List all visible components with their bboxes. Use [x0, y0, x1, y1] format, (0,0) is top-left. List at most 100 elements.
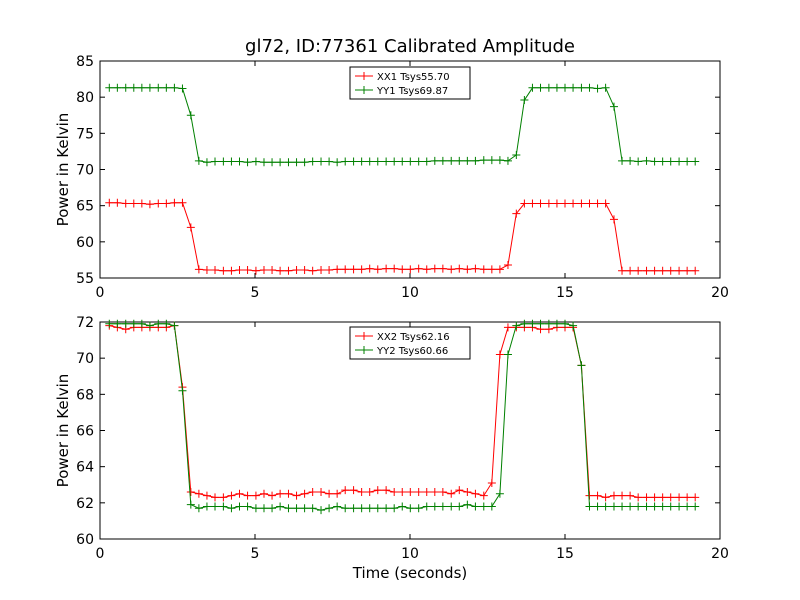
data-point [683, 266, 692, 275]
data-point [373, 265, 382, 274]
data-point [618, 266, 627, 275]
y-tick-label: 66 [76, 424, 94, 440]
data-point [650, 502, 659, 511]
data-point [317, 266, 326, 275]
y-tick-label: 60 [76, 532, 94, 548]
data-point [438, 156, 447, 165]
y-tick-label: 70 [76, 163, 94, 179]
data-point [113, 319, 122, 328]
data-point [528, 199, 537, 208]
data-point [414, 157, 423, 166]
data-point [520, 319, 529, 328]
data-point [373, 504, 382, 513]
data-point [382, 264, 391, 273]
data-point [544, 319, 553, 328]
data-point [365, 264, 374, 273]
data-point [552, 83, 561, 92]
data-point [276, 158, 285, 167]
data-point [251, 504, 260, 513]
data-point [243, 502, 252, 511]
data-point [503, 323, 512, 332]
series-2 [105, 319, 700, 515]
data-point [162, 83, 171, 92]
data-point [447, 265, 456, 274]
data-point [308, 487, 317, 496]
top-y-axis-label: Power in Kelvin [54, 113, 72, 227]
data-point [544, 83, 553, 92]
data-point [202, 158, 211, 167]
data-point [219, 493, 228, 502]
y-tick-label: 55 [76, 271, 94, 287]
data-point [259, 504, 268, 513]
series-2 [105, 83, 700, 167]
data-point [666, 502, 675, 511]
data-point [154, 199, 163, 208]
data-point [365, 504, 374, 513]
data-point [170, 83, 179, 92]
data-point [422, 502, 431, 511]
data-point [406, 157, 415, 166]
data-point [520, 199, 529, 208]
bottom-legend: XX2 Tsys62.16 YY2 Tsys60.66 [349, 326, 471, 360]
data-point [422, 157, 431, 166]
data-point [691, 502, 700, 511]
data-point [430, 502, 439, 511]
data-point [528, 319, 537, 328]
data-point [170, 198, 179, 207]
data-point [308, 504, 317, 513]
data-point [268, 266, 277, 275]
data-point [219, 502, 228, 511]
legend-marker [360, 332, 368, 340]
data-point [284, 489, 293, 498]
data-point [365, 157, 374, 166]
data-point [137, 199, 146, 208]
data-point [455, 156, 464, 165]
data-point [552, 199, 561, 208]
data-point [300, 489, 309, 498]
data-point [373, 157, 382, 166]
data-point [642, 156, 651, 165]
y-tick-label: 62 [76, 496, 94, 512]
data-point [512, 151, 521, 160]
data-point [357, 265, 366, 274]
data-point [561, 319, 569, 328]
data-point [422, 487, 431, 496]
data-point [471, 156, 480, 165]
data-point [569, 321, 578, 330]
top-legend: XX1 Tsys55.70 YY1 Tsys69.87 [349, 66, 471, 100]
y-tick-label: 85 [76, 54, 94, 70]
data-point [626, 266, 635, 275]
x-tick-label: 15 [556, 285, 574, 301]
data-point [178, 84, 187, 93]
data-point [479, 156, 488, 165]
data-point [455, 486, 464, 495]
legend-box [349, 66, 471, 100]
data-point [235, 266, 244, 275]
data-point [259, 266, 268, 275]
data-point [471, 489, 480, 498]
data-point [341, 157, 350, 166]
data-point [585, 199, 594, 208]
x-tick-label: 5 [251, 285, 260, 301]
data-point [211, 157, 220, 166]
data-point [463, 156, 472, 165]
data-point [341, 265, 350, 274]
data-point [438, 264, 447, 273]
data-point [341, 486, 350, 495]
data-point [642, 502, 651, 511]
x-tick-label: 20 [711, 546, 729, 562]
data-point [333, 502, 342, 511]
data-point [129, 83, 138, 92]
data-point [430, 156, 439, 165]
data-point [577, 199, 586, 208]
data-point [211, 266, 220, 275]
data-point [430, 264, 439, 273]
data-point [268, 504, 277, 513]
data-point [618, 491, 627, 500]
data-point [382, 157, 391, 166]
data-point [691, 266, 700, 275]
y-tick-label: 70 [76, 351, 94, 367]
data-point [121, 83, 130, 92]
data-point [235, 489, 244, 498]
data-point [154, 83, 163, 92]
